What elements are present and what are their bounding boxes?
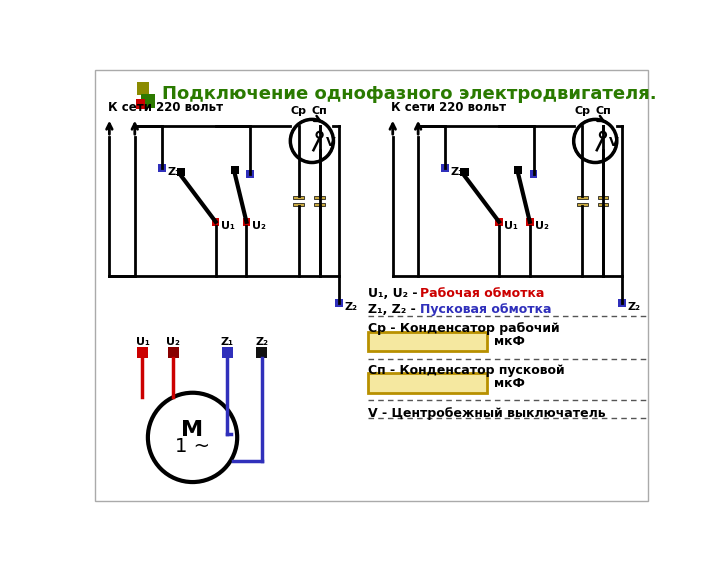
Text: Z₂: Z₂ [255, 337, 268, 346]
Bar [257, 347, 268, 358]
Bar [460, 167, 468, 176]
Text: Z₁: Z₁ [450, 167, 463, 177]
Text: Cп: Cп [312, 106, 328, 116]
Text: Cр - Конденсатор рабочий: Cр - Конденсатор рабочий [368, 322, 560, 335]
Bar [618, 299, 626, 306]
Bar [597, 195, 608, 199]
Text: К сети 220 вольт: К сети 220 вольт [108, 101, 223, 114]
Text: U₁: U₁ [221, 221, 235, 231]
Bar [243, 218, 250, 225]
Bar [137, 82, 149, 95]
Text: Рабочая обмотка: Рабочая обмотка [420, 287, 544, 300]
Text: Cп: Cп [595, 106, 611, 116]
Bar [141, 94, 155, 108]
Text: Пусковая обмотка: Пусковая обмотка [420, 303, 552, 316]
Bar [577, 202, 587, 206]
Bar [368, 373, 487, 393]
Text: V: V [609, 136, 618, 149]
Text: U₂: U₂ [166, 337, 181, 346]
Circle shape [148, 393, 237, 482]
Bar [314, 195, 325, 199]
Bar [212, 218, 220, 225]
Text: U₁: U₁ [136, 337, 149, 346]
Bar [495, 218, 503, 225]
Text: M: M [181, 420, 204, 440]
Bar [158, 164, 165, 172]
Text: V - Центробежный выключатель: V - Центробежный выключатель [368, 407, 605, 420]
Bar [136, 99, 145, 108]
Text: Z₂: Z₂ [344, 302, 357, 311]
Bar [294, 202, 304, 206]
Bar [247, 170, 254, 178]
Text: мкФ: мкФ [494, 377, 524, 390]
Text: Z₁, Z₂ -: Z₁, Z₂ - [368, 303, 420, 316]
Text: Cр: Cр [574, 106, 590, 116]
Text: Z₁: Z₁ [167, 167, 180, 177]
Bar [530, 170, 537, 178]
Bar [514, 166, 523, 175]
Bar [442, 164, 449, 172]
Text: Z₁: Z₁ [220, 337, 233, 346]
Text: Подключение однофазного электродвигателя.: Подключение однофазного электродвигателя… [162, 85, 656, 103]
Text: мкФ: мкФ [494, 335, 524, 348]
Bar [335, 299, 343, 306]
Bar [168, 347, 178, 358]
Bar [577, 195, 587, 199]
Bar [368, 332, 487, 351]
Bar [597, 202, 608, 206]
Bar [294, 195, 304, 199]
Text: V: V [326, 136, 336, 149]
Text: 1 ~: 1 ~ [175, 437, 210, 456]
Bar [222, 347, 233, 358]
Text: Cп - Конденсатор пусковой: Cп - Конденсатор пусковой [368, 364, 565, 377]
Bar [137, 347, 148, 358]
Text: Cр: Cр [291, 106, 307, 116]
Text: U₂: U₂ [252, 221, 265, 231]
Text: Z₂: Z₂ [628, 302, 641, 311]
Text: U₂: U₂ [535, 221, 549, 231]
Bar [177, 167, 185, 176]
Bar [314, 202, 325, 206]
Text: U₁: U₁ [505, 221, 518, 231]
Bar [231, 166, 239, 175]
Bar [526, 218, 534, 225]
Text: U₁, U₂ -: U₁, U₂ - [368, 287, 422, 300]
Text: К сети 220 вольт: К сети 220 вольт [392, 101, 506, 114]
